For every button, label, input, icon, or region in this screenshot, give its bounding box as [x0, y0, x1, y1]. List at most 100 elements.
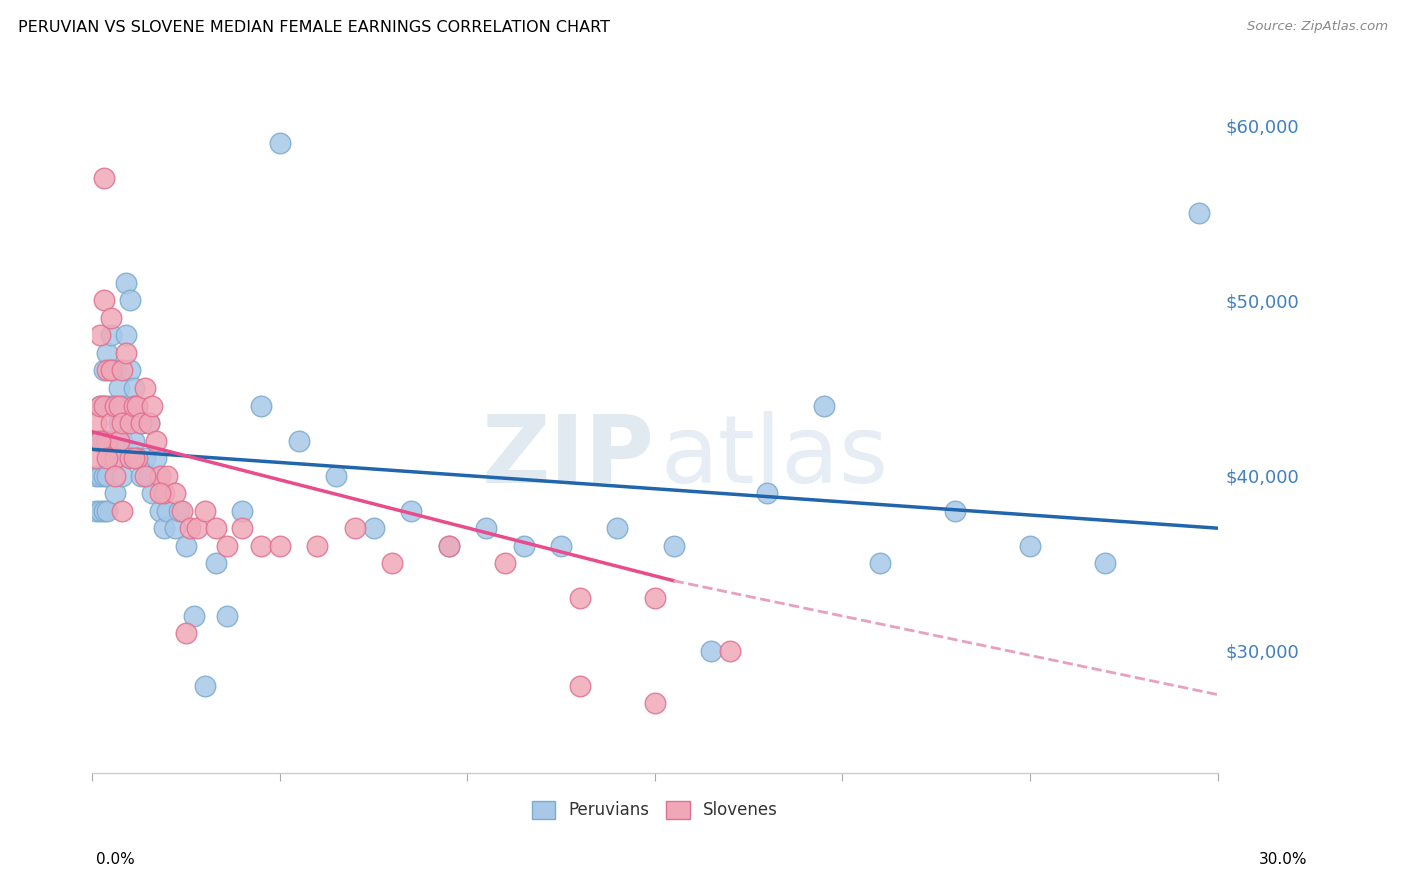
Point: [118, 363, 141, 377]
Point: [118, 293, 141, 308]
Point: [111, 503, 134, 517]
Point: [138, 416, 160, 430]
Point: [84, 416, 107, 430]
Point: [96, 434, 118, 448]
Point: [152, 486, 174, 500]
Point: [93, 434, 115, 448]
Text: 30.0%: 30.0%: [1260, 852, 1308, 867]
Point: [550, 539, 572, 553]
Point: [89, 399, 111, 413]
Point: [107, 416, 129, 430]
Point: [141, 486, 163, 500]
Point: [217, 608, 239, 623]
Point: [250, 539, 273, 553]
Point: [194, 679, 217, 693]
Point: [107, 399, 129, 413]
Point: [183, 608, 205, 623]
Point: [163, 521, 186, 535]
Point: [156, 503, 179, 517]
Point: [93, 399, 115, 413]
Point: [644, 591, 666, 606]
Point: [100, 416, 122, 430]
Point: [104, 399, 127, 413]
Point: [100, 451, 122, 466]
Point: [1094, 556, 1116, 570]
Point: [194, 503, 217, 517]
Point: [127, 451, 149, 466]
Point: [134, 381, 156, 395]
Point: [122, 451, 145, 466]
Point: [231, 503, 253, 517]
Point: [93, 399, 115, 413]
Point: [174, 626, 197, 640]
Point: [129, 468, 152, 483]
Point: [343, 521, 366, 535]
Point: [381, 556, 404, 570]
Point: [104, 486, 127, 500]
Point: [122, 381, 145, 395]
Point: [84, 503, 107, 517]
Point: [104, 434, 127, 448]
Point: [89, 399, 111, 413]
Point: [163, 486, 186, 500]
Point: [269, 136, 291, 150]
Point: [250, 399, 273, 413]
Point: [172, 503, 194, 517]
Point: [662, 539, 685, 553]
Point: [437, 539, 460, 553]
Point: [111, 434, 134, 448]
Point: [84, 468, 107, 483]
Point: [96, 503, 118, 517]
Point: [325, 468, 347, 483]
Point: [96, 451, 118, 466]
Point: [756, 486, 779, 500]
Point: [127, 399, 149, 413]
Point: [111, 416, 134, 430]
Point: [494, 556, 516, 570]
Point: [115, 346, 138, 360]
Point: [134, 451, 156, 466]
Point: [287, 434, 309, 448]
Point: [152, 521, 174, 535]
Point: [399, 503, 422, 517]
Point: [127, 399, 149, 413]
Point: [174, 539, 197, 553]
Point: [138, 468, 160, 483]
Point: [111, 399, 134, 413]
Point: [145, 434, 167, 448]
Point: [111, 468, 134, 483]
Point: [122, 399, 145, 413]
Legend: Peruvians, Slovenes: Peruvians, Slovenes: [526, 794, 785, 826]
Point: [231, 521, 253, 535]
Point: [96, 399, 118, 413]
Text: ZIP: ZIP: [482, 411, 655, 503]
Point: [96, 346, 118, 360]
Point: [149, 468, 172, 483]
Point: [107, 381, 129, 395]
Point: [167, 503, 190, 517]
Point: [107, 451, 129, 466]
Point: [104, 468, 127, 483]
Point: [129, 416, 152, 430]
Point: [100, 363, 122, 377]
Point: [127, 451, 149, 466]
Point: [943, 503, 966, 517]
Point: [156, 468, 179, 483]
Point: [100, 399, 122, 413]
Point: [205, 521, 228, 535]
Point: [149, 486, 172, 500]
Point: [93, 363, 115, 377]
Point: [89, 328, 111, 343]
Point: [104, 363, 127, 377]
Point: [84, 434, 107, 448]
Point: [269, 539, 291, 553]
Point: [718, 644, 741, 658]
Point: [869, 556, 891, 570]
Point: [111, 363, 134, 377]
Point: [205, 556, 228, 570]
Point: [118, 451, 141, 466]
Point: [104, 399, 127, 413]
Point: [107, 434, 129, 448]
Point: [179, 521, 201, 535]
Point: [93, 170, 115, 185]
